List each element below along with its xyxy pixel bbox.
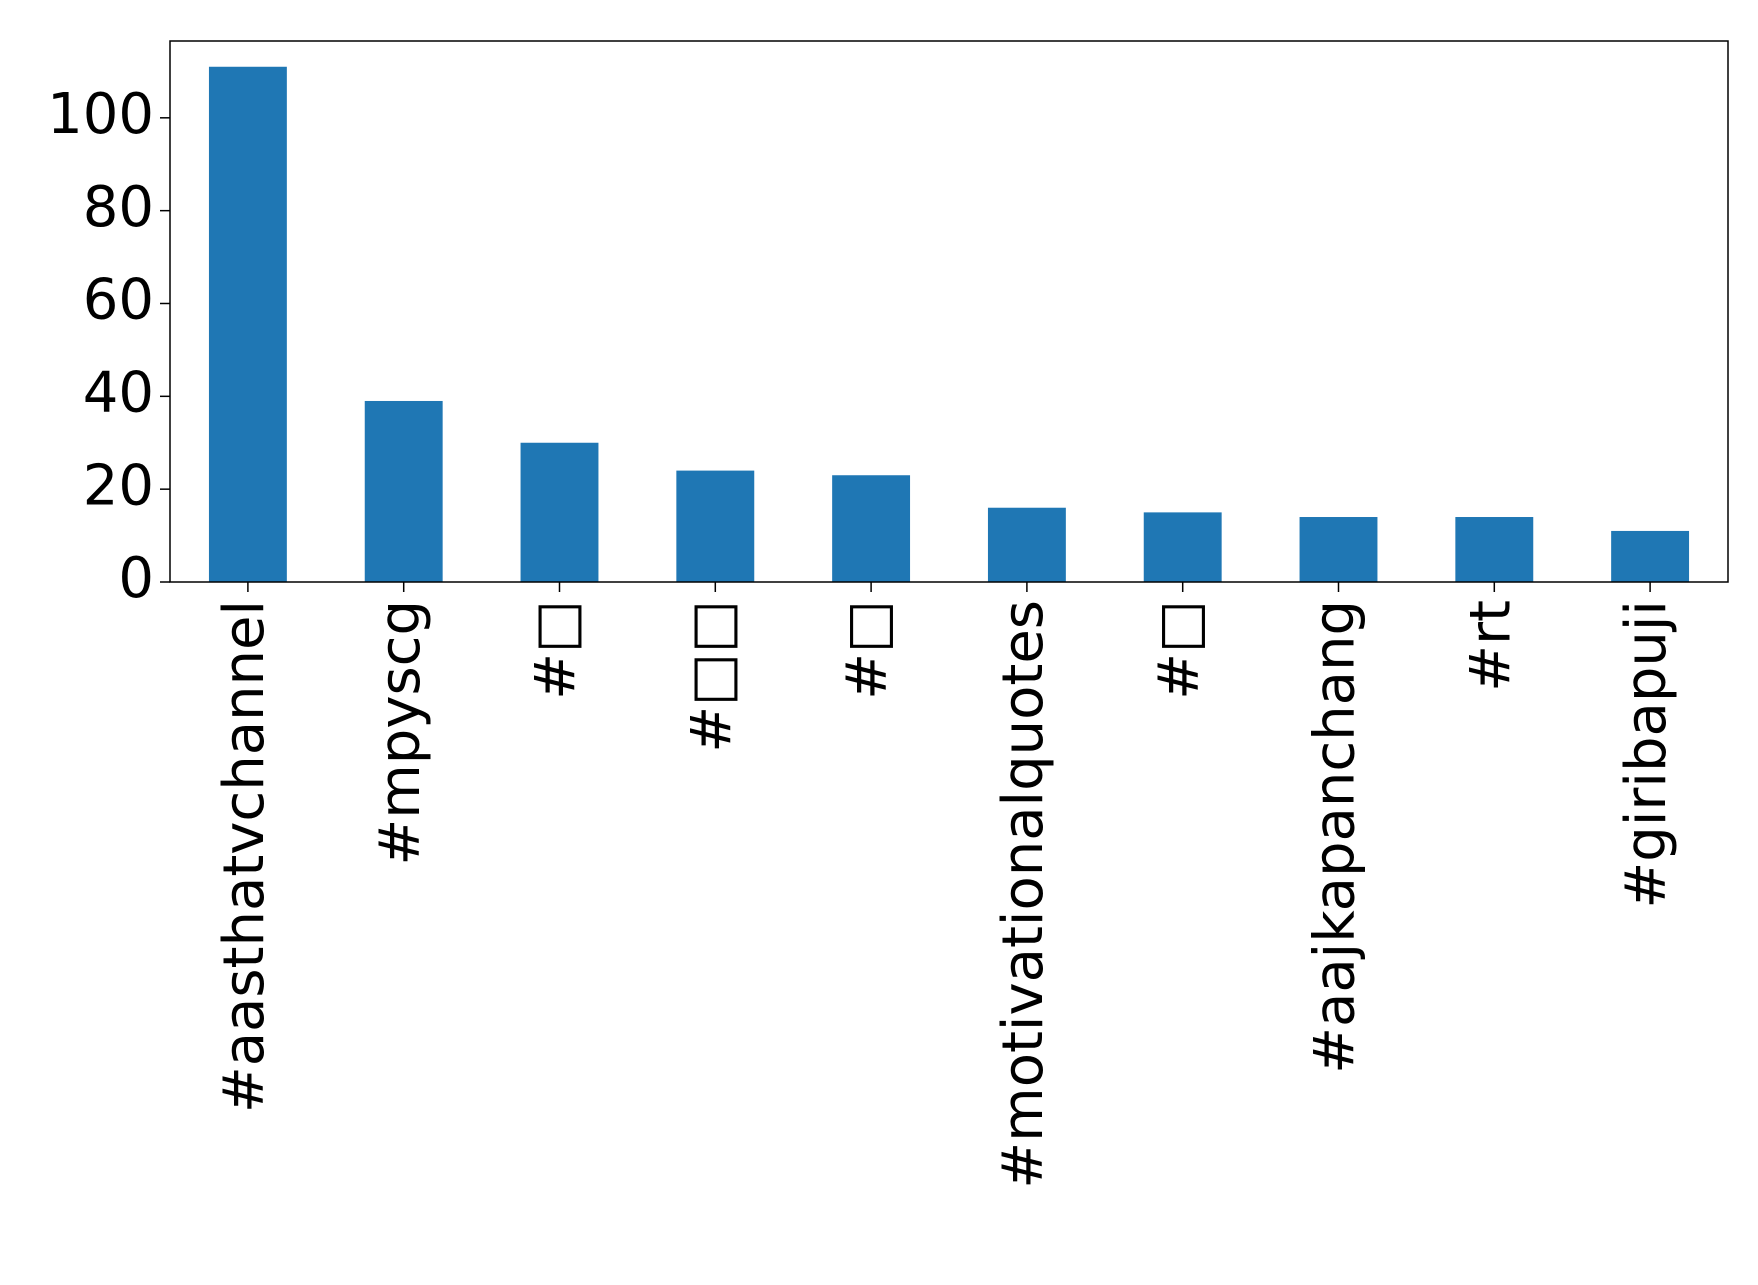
bar [987, 507, 1066, 582]
plot-frame [169, 40, 1729, 583]
y-tick-label: 100 [47, 82, 154, 147]
y-tick-label: 0 [118, 546, 154, 611]
bar [832, 475, 911, 582]
bar [364, 400, 443, 582]
bar [676, 470, 755, 582]
x-tick-label: #aasthatvchannel [212, 600, 277, 1113]
x-tick-label: #motivationalquotes [991, 600, 1056, 1189]
x-tick-label: #mpyscg [368, 600, 433, 866]
y-tick-label: 60 [83, 268, 154, 333]
x-tick-label: #□ [524, 600, 589, 700]
x-tick-label: #aajkapanchang [1303, 600, 1368, 1074]
x-tick-label: #rt [1458, 600, 1523, 692]
bar [1143, 512, 1222, 582]
y-tick-label: 80 [83, 175, 154, 240]
x-tick-label: #□□ [679, 600, 744, 753]
bar [1455, 517, 1534, 582]
y-tick-label: 40 [83, 360, 154, 425]
x-tick-label: #giribapuji [1614, 600, 1679, 909]
x-tick-label: #□ [1147, 600, 1212, 700]
bar [1611, 530, 1690, 582]
bar [208, 66, 287, 582]
x-tick-label: #□ [835, 600, 900, 700]
y-tick-label: 20 [83, 453, 154, 518]
bar [1299, 517, 1378, 582]
bar [520, 442, 599, 582]
